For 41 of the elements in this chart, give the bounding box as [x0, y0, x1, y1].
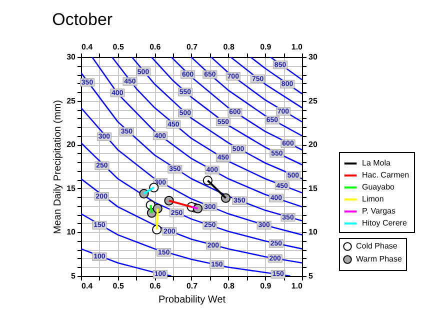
x2-tick-label: 0.7 [186, 42, 198, 52]
x-tick-label: 0.4 [82, 282, 94, 290]
legend-label: Warm Phase [356, 254, 402, 264]
x2-tick-label: 0.9 [260, 42, 272, 52]
chart-title: October [52, 10, 113, 29]
x-axis-title: Probability Wet [158, 294, 226, 306]
x2-tick-label: 0.8 [223, 42, 235, 52]
y2-tick-label: 20 [308, 140, 318, 150]
x2-tick-label: 0.6 [150, 42, 162, 52]
legend-label: Cold Phase [356, 242, 398, 250]
legend-label: P. Vargas [362, 206, 396, 216]
y-tick-label: 5 [71, 272, 76, 280]
legend-label: Guayabo [362, 182, 396, 192]
line-series [150, 57, 302, 166]
y2-tick-label: 30 [308, 52, 318, 62]
y2-tick-label: 25 [308, 96, 318, 106]
line-series [91, 57, 302, 208]
legend-label: Hac. Carmen [362, 170, 410, 180]
legend-label: Hitoy Cerere [362, 218, 408, 228]
x2-tick-label: 0.5 [112, 42, 124, 52]
x-tick-label: 0.9 [260, 282, 272, 290]
legend-label: Limon [362, 194, 384, 204]
x-tick-label: 0.5 [112, 282, 124, 290]
x-tick-label: 1.0 [291, 282, 304, 290]
y2-tick-label: 5 [308, 272, 314, 280]
y-tick-label: 20 [66, 140, 76, 150]
x-tick-label: 0.7 [186, 282, 198, 290]
x-tick-label: 0.6 [150, 282, 162, 290]
line-series [81, 142, 302, 250]
y-tick-label: 25 [66, 96, 76, 106]
y2-tick-label: 10 [308, 228, 318, 237]
x2-tick-label: 0.4 [82, 42, 94, 52]
y-tick-label: 30 [66, 52, 76, 62]
y2-tick-label: 15 [308, 184, 318, 193]
legend-label: La Mola [362, 158, 392, 168]
x-tick-label: 0.8 [223, 282, 235, 290]
y-axis-title: Mean Daily Precipitation (mm) [52, 100, 64, 234]
line-series [111, 57, 302, 194]
x2-tick-label: 1.0 [291, 42, 304, 52]
y-tick-label: 10 [66, 228, 76, 237]
y-tick-label: 15 [66, 184, 76, 193]
